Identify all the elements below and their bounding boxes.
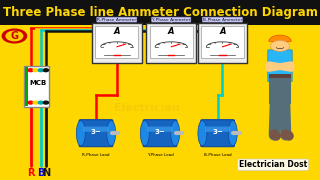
- FancyBboxPatch shape: [269, 74, 291, 78]
- Ellipse shape: [171, 121, 180, 146]
- Circle shape: [6, 31, 23, 41]
- Text: Electrician: Electrician: [114, 103, 180, 113]
- Ellipse shape: [228, 121, 237, 146]
- FancyBboxPatch shape: [143, 120, 177, 147]
- Text: B: B: [37, 168, 44, 178]
- Text: G: G: [10, 31, 18, 41]
- Circle shape: [2, 29, 27, 43]
- FancyBboxPatch shape: [25, 67, 28, 106]
- Text: R-Phase Ammeter: R-Phase Ammeter: [97, 18, 136, 22]
- Text: Electrician Dost: Electrician Dost: [239, 160, 307, 169]
- Text: 3~: 3~: [212, 129, 223, 135]
- Circle shape: [28, 69, 33, 72]
- Text: Y-Phase Load: Y-Phase Load: [147, 153, 173, 157]
- Ellipse shape: [140, 121, 149, 146]
- Circle shape: [270, 40, 290, 51]
- Circle shape: [38, 69, 44, 72]
- Text: Y-Phase Ammeter: Y-Phase Ammeter: [152, 18, 190, 22]
- Text: A: A: [168, 27, 174, 36]
- FancyBboxPatch shape: [24, 66, 50, 107]
- Text: A: A: [114, 27, 120, 36]
- Circle shape: [44, 101, 49, 104]
- Circle shape: [33, 69, 38, 72]
- Circle shape: [44, 69, 49, 72]
- Text: Dost: Dost: [146, 121, 174, 131]
- FancyBboxPatch shape: [79, 120, 113, 147]
- Text: 3~: 3~: [155, 129, 165, 135]
- FancyBboxPatch shape: [197, 23, 247, 63]
- Text: A: A: [219, 27, 226, 36]
- Text: MCB: MCB: [30, 80, 47, 86]
- Text: B-Phase Load: B-Phase Load: [204, 153, 231, 157]
- Text: R: R: [27, 168, 34, 178]
- Ellipse shape: [107, 121, 116, 146]
- Ellipse shape: [76, 121, 85, 146]
- FancyBboxPatch shape: [148, 127, 173, 132]
- FancyBboxPatch shape: [205, 127, 230, 132]
- FancyBboxPatch shape: [268, 50, 292, 82]
- FancyBboxPatch shape: [201, 26, 244, 58]
- Wedge shape: [269, 35, 291, 41]
- Text: N: N: [42, 168, 50, 178]
- FancyBboxPatch shape: [92, 23, 141, 63]
- Text: R-Phase Load: R-Phase Load: [82, 153, 110, 157]
- Circle shape: [28, 101, 33, 104]
- Text: Three Phase line Ammeter Connection Diagram: Three Phase line Ammeter Connection Diag…: [3, 6, 317, 19]
- Circle shape: [38, 101, 44, 104]
- Text: 3~: 3~: [91, 129, 101, 135]
- FancyBboxPatch shape: [150, 26, 193, 58]
- FancyBboxPatch shape: [95, 26, 139, 58]
- FancyBboxPatch shape: [0, 0, 320, 25]
- FancyBboxPatch shape: [269, 78, 291, 104]
- Ellipse shape: [198, 121, 207, 146]
- Circle shape: [33, 101, 38, 104]
- FancyBboxPatch shape: [201, 120, 234, 147]
- Text: B-Phase Ammeter: B-Phase Ammeter: [203, 18, 242, 22]
- FancyBboxPatch shape: [147, 23, 196, 63]
- FancyBboxPatch shape: [83, 127, 109, 132]
